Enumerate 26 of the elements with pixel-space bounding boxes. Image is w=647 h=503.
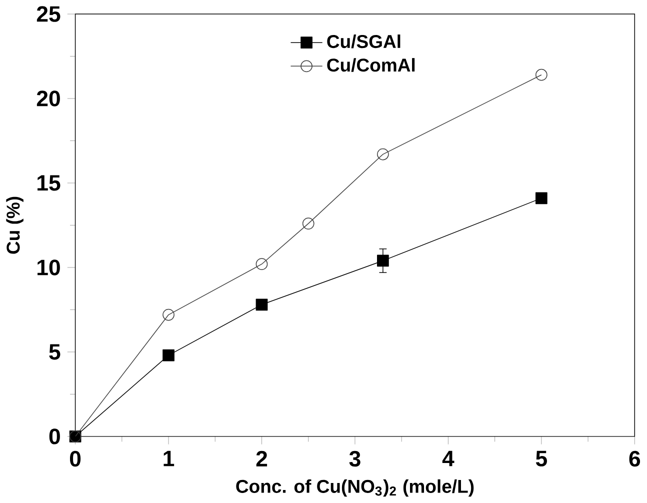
- y-tick-label: 5: [49, 344, 60, 360]
- point: [256, 298, 268, 311]
- y-tick-label: 25: [36, 6, 60, 22]
- x-tick-label: 0: [70, 450, 81, 467]
- point: [302, 218, 314, 230]
- y-tick-label: 10: [38, 260, 60, 276]
- y-tick-label: 20: [36, 90, 60, 106]
- point: [377, 148, 389, 160]
- x-tick-label: 1: [164, 451, 174, 466]
- point: [377, 254, 389, 267]
- point: [536, 192, 548, 204]
- y-tick-label: 0: [49, 428, 60, 444]
- point: [256, 258, 268, 270]
- y-tick-label: 15: [38, 175, 60, 191]
- point: [162, 350, 174, 362]
- x-tick-label: 2: [256, 450, 268, 466]
- x-axis-title: Conc. of Cu(NO$_{3}$)$_{2}$ (mole/L): [236, 479, 474, 497]
- x-tick-label: 5: [536, 451, 547, 466]
- legend-label: Cu/SGAl: [327, 34, 400, 48]
- point: [536, 69, 548, 81]
- x-tick-label: 4: [442, 451, 454, 466]
- legend-label: Cu/ComAl: [327, 58, 415, 72]
- point: [162, 308, 174, 321]
- x-tick-label: 3: [349, 450, 360, 467]
- x-tick-label: 6: [629, 450, 640, 467]
- y-axis-title: Cu (%): [6, 196, 24, 254]
